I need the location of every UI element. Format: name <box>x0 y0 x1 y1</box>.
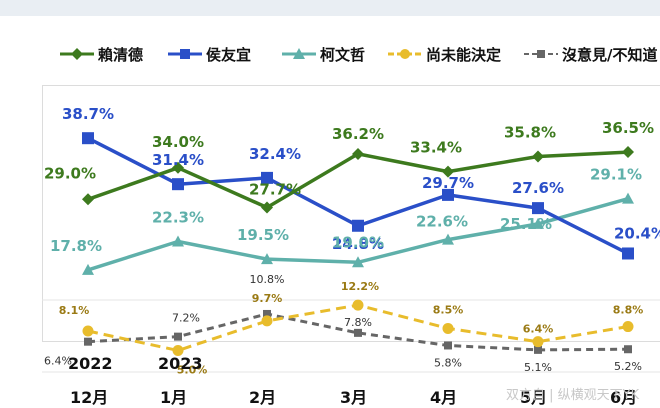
data-point <box>84 337 92 346</box>
data-point <box>174 332 182 341</box>
data-label: 5.1% <box>524 361 552 374</box>
data-label: 35.8% <box>504 123 556 141</box>
data-label: 9.7% <box>252 292 283 305</box>
line-square-icon <box>168 49 202 59</box>
data-point <box>82 263 94 275</box>
data-label: 31.4% <box>152 151 204 169</box>
x-month-label: 12月 <box>70 388 109 407</box>
data-label: 20.4% <box>614 224 660 242</box>
legend-label: 侯友宜 <box>206 45 252 64</box>
data-label: 8.1% <box>59 304 90 317</box>
legend-item-ko: 柯文哲 <box>282 40 365 68</box>
data-point <box>172 345 184 356</box>
data-label: 5.8% <box>434 356 462 369</box>
data-label: 19.0% <box>332 233 384 251</box>
data-point <box>532 150 544 163</box>
data-point <box>532 217 544 229</box>
legend-label: 柯文哲 <box>320 45 366 64</box>
data-point <box>82 132 94 145</box>
data-label: 8.8% <box>613 304 644 317</box>
data-point <box>442 165 454 178</box>
data-label: 24.8% <box>332 235 384 253</box>
legend: 賴清德 侯友宜 柯文哲 尚未能決定 沒意見/不知道 <box>0 40 660 68</box>
data-label: 29.7% <box>422 174 474 192</box>
data-label: 36.5% <box>602 119 654 137</box>
data-point <box>442 188 454 201</box>
data-point <box>624 345 632 354</box>
data-label: 5.2% <box>614 360 642 373</box>
data-point <box>442 322 454 334</box>
data-point <box>261 201 273 214</box>
data-label: 6.4% <box>44 355 72 368</box>
data-label: 10.8% <box>250 273 285 286</box>
dashed-square-icon <box>524 50 558 58</box>
data-label: 38.7% <box>62 105 114 123</box>
x-month-label: 2月 <box>249 388 277 407</box>
data-point <box>534 345 542 354</box>
line-triangle-icon <box>282 48 316 59</box>
data-point <box>172 178 184 191</box>
data-point <box>622 247 634 260</box>
x-year-label: 2022 <box>68 354 113 373</box>
data-label: 22.3% <box>152 209 204 227</box>
data-point <box>532 336 544 348</box>
data-label: 29.1% <box>590 166 642 184</box>
data-point <box>532 202 544 215</box>
data-point <box>352 219 364 232</box>
data-point <box>261 315 273 327</box>
data-label: 17.8% <box>50 237 102 255</box>
legend-label: 沒意見/不知道 <box>562 45 658 64</box>
data-label: 25.1% <box>500 215 552 233</box>
data-label: 6.4% <box>523 323 554 336</box>
data-point <box>82 193 94 206</box>
data-point <box>172 161 184 174</box>
legend-item-hou: 侯友宜 <box>168 40 251 68</box>
data-point <box>622 321 634 333</box>
legend-label: 尚未能決定 <box>426 45 502 64</box>
data-point <box>261 171 273 184</box>
data-point <box>442 233 454 245</box>
data-point <box>354 328 362 337</box>
data-label: 5.0% <box>177 364 208 377</box>
legend-label: 賴清德 <box>98 45 144 64</box>
data-point <box>261 253 273 265</box>
data-label: 33.4% <box>410 139 462 157</box>
x-year-label: 2023 <box>158 354 203 373</box>
dashed-circle-icon <box>388 49 422 59</box>
x-month-label: 3月 <box>340 388 368 407</box>
top-strip <box>0 0 660 16</box>
data-label: 8.5% <box>433 303 464 316</box>
plot-frame <box>42 85 660 342</box>
data-label: 32.4% <box>249 145 301 163</box>
data-label: 27.7% <box>249 180 301 198</box>
x-month-label: 4月 <box>430 388 458 407</box>
data-label: 7.2% <box>172 312 200 325</box>
data-label: 7.8% <box>344 316 372 329</box>
legend-item-no-opinion: 沒意見/不知道 <box>524 40 657 68</box>
data-point <box>352 256 364 268</box>
data-point <box>444 341 452 350</box>
data-label: 19.5% <box>237 226 289 244</box>
data-label: 12.2% <box>341 280 379 293</box>
data-point <box>622 192 634 204</box>
line-diamond-icon <box>60 48 94 60</box>
data-point <box>352 299 364 311</box>
data-label: 36.2% <box>332 125 384 143</box>
legend-item-undecided: 尚未能決定 <box>388 40 501 68</box>
x-month-label: 6月 <box>610 388 638 407</box>
legend-item-lai: 賴清德 <box>60 40 143 68</box>
data-point <box>82 325 94 337</box>
data-label: 22.6% <box>416 213 468 231</box>
x-month-label: 1月 <box>160 388 188 407</box>
data-point <box>263 309 271 318</box>
data-point <box>172 235 184 247</box>
watermark: 双方自 | 纵横观天下YK <box>506 388 640 403</box>
data-label: 27.6% <box>512 179 564 197</box>
data-label: 34.0% <box>152 133 204 151</box>
data-label: 29.0% <box>44 164 96 182</box>
x-month-label: 5月 <box>520 388 548 407</box>
data-point <box>622 146 634 159</box>
data-point <box>352 147 364 160</box>
